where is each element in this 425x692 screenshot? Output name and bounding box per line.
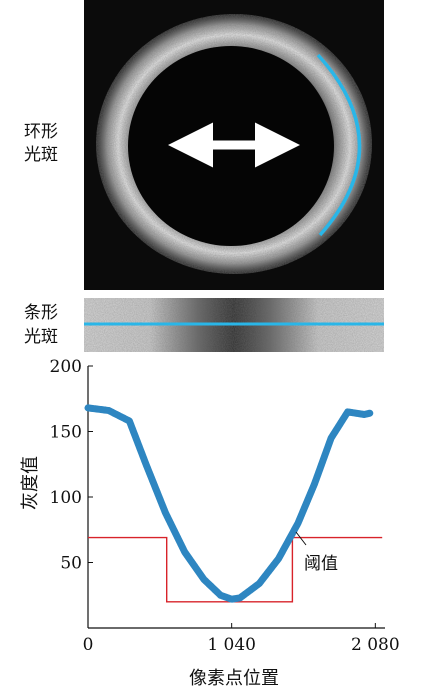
y-tick-label: 50	[60, 554, 82, 574]
gray-profile-chart: 50 100 150 200 0 1 040 2 080 阈值 灰度值 像素点位置	[20, 357, 400, 689]
strip-label-line1: 条形	[24, 303, 58, 323]
x-axis-label: 像素点位置	[189, 668, 279, 689]
threshold-label: 阈值	[304, 554, 338, 574]
x-tick-label: 1 040	[207, 635, 256, 655]
threshold-leader	[295, 531, 307, 546]
y-tick-label: 100	[50, 488, 82, 508]
ring-label-line1: 环形	[24, 122, 58, 142]
gray-value-curve	[84, 404, 374, 603]
x-tick-label: 2 080	[351, 635, 400, 655]
x-ticks: 0 1 040 2 080	[83, 623, 400, 655]
ring-spot-image	[84, 0, 384, 290]
strip-label-line2: 光斑	[24, 327, 58, 347]
y-axis-label: 灰度值	[20, 456, 41, 510]
y-tick-label: 150	[50, 423, 82, 443]
ring-label-line2: 光斑	[24, 145, 58, 165]
y-ticks: 50 100 150 200	[50, 357, 93, 574]
threshold-line	[88, 536, 383, 603]
x-tick-label: 0	[83, 635, 94, 655]
strip-spot-image	[84, 298, 384, 352]
ring-profile-arc	[316, 53, 362, 237]
y-tick-label: 200	[50, 357, 82, 377]
